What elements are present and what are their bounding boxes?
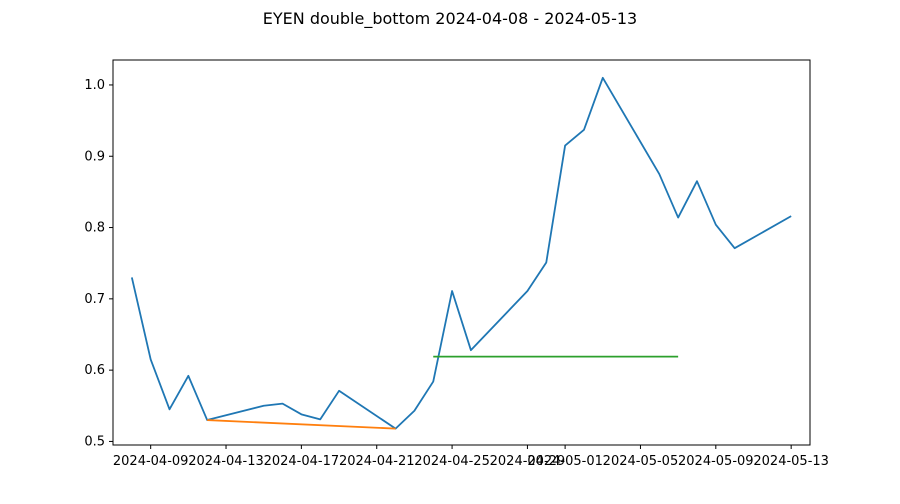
x-axis: 2024-04-09 2024-04-13 2024-04-17 2024-04-21…: [113, 445, 829, 469]
y-tick-label: 0.5: [84, 434, 105, 449]
x-tick-label: 2024-04-17: [264, 454, 340, 469]
x-tick-label: 2024-04-13: [188, 454, 264, 469]
chart-title: EYEN double_bottom 2024-04-08 - 2024-05-…: [263, 9, 637, 29]
x-tick-label: 2024-05-01: [527, 454, 603, 469]
plot-frame: [112, 59, 811, 446]
x-tick-label: 2024-05-05: [603, 454, 679, 469]
y-tick-label: 0.6: [84, 363, 105, 378]
y-tick-label: 0.8: [84, 221, 105, 236]
series-line-0: [130, 76, 792, 430]
x-tick-label: 2024-04-09: [113, 454, 189, 469]
x-tick-label: 2024-05-09: [678, 454, 754, 469]
series-line-1: [207, 419, 396, 430]
x-tick-label: 2024-04-25: [414, 454, 490, 469]
y-tick-label: 0.9: [84, 149, 105, 164]
y-tick-label: 1.0: [84, 78, 105, 93]
x-tick-label: 2024-04-29: [490, 454, 566, 469]
plot-series: [130, 76, 792, 430]
y-axis: 0.5 0.6 0.7 0.8 0.9 1.0: [84, 78, 113, 449]
x-tick-label: 2024-04-21: [339, 454, 415, 469]
y-tick-label: 0.7: [84, 292, 105, 307]
x-tick-label: 2024-05-13: [753, 454, 829, 469]
